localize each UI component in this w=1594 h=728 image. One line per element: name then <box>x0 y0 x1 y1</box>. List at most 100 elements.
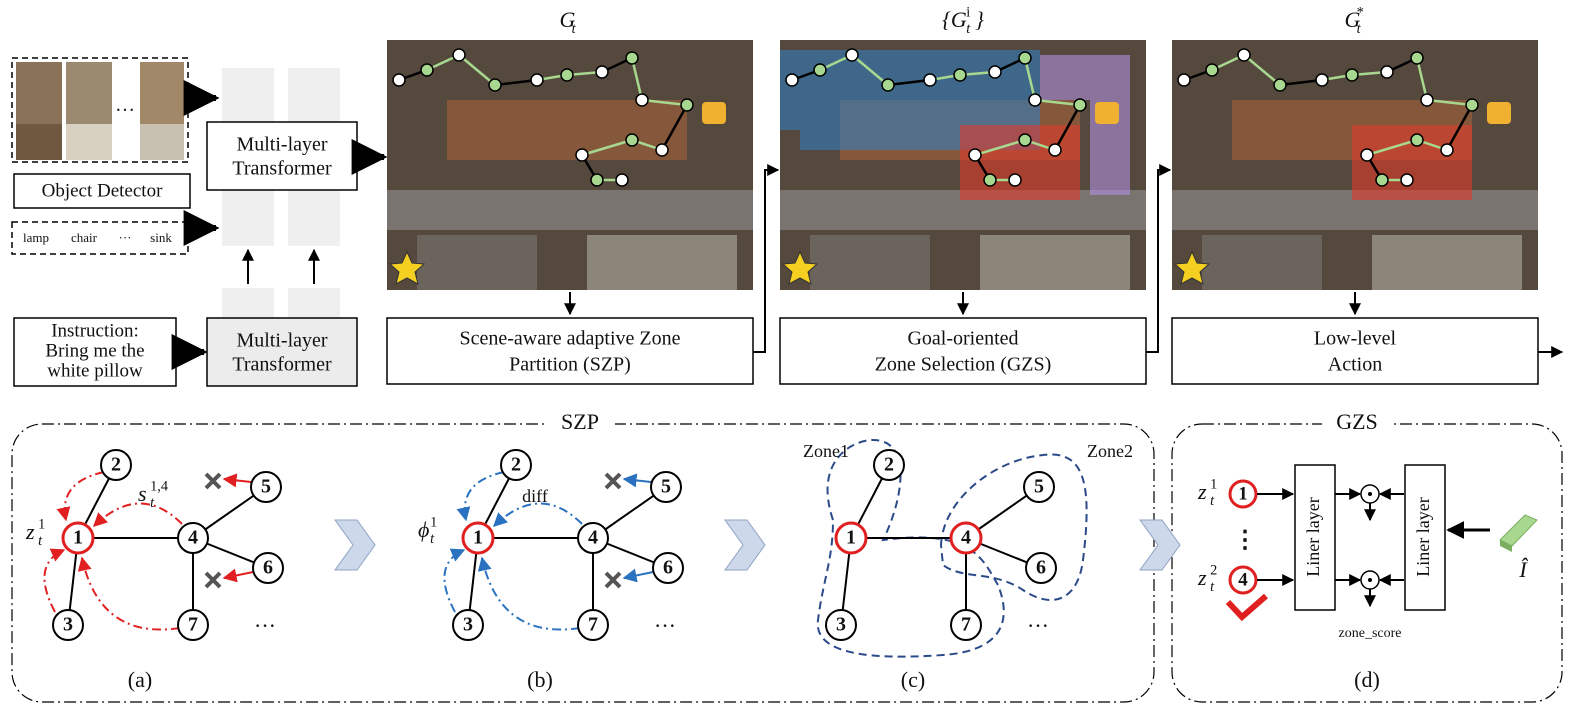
dot-product-dot <box>1368 578 1372 582</box>
node-label: 7 <box>188 614 198 636</box>
math-sup: i <box>966 4 970 20</box>
map-node <box>785 73 799 87</box>
map-node <box>1440 143 1454 157</box>
math-base: z <box>1197 479 1207 504</box>
map-node <box>988 65 1002 79</box>
node-label: 4 <box>1238 569 1248 590</box>
cross-mark <box>204 571 222 589</box>
text-line: Zone Selection (GZS) <box>875 354 1052 376</box>
node-label: 1 <box>846 527 856 549</box>
graph-node <box>452 609 484 641</box>
map-edge <box>641 98 688 107</box>
map-node <box>953 68 967 82</box>
label: Î <box>1518 557 1528 582</box>
map-room <box>1372 235 1522 290</box>
map-node <box>1008 173 1022 187</box>
label: (c) <box>901 667 925 692</box>
node-label: 5 <box>661 476 671 498</box>
map-room <box>810 235 930 290</box>
node-label: 3 <box>463 614 473 636</box>
detector-box <box>13 173 191 209</box>
star <box>1173 250 1211 285</box>
math-sup: 1 <box>430 514 437 530</box>
map-room <box>587 235 737 290</box>
text-line: white pillow <box>47 360 143 381</box>
map-node <box>575 148 589 162</box>
label: (d) <box>1354 667 1380 692</box>
objects-box <box>11 221 189 255</box>
feature-bar <box>1499 514 1538 547</box>
math-close: } <box>975 7 984 32</box>
map-room <box>1202 235 1322 290</box>
map-room <box>980 235 1130 290</box>
map-edge <box>630 57 644 101</box>
map-node <box>1205 63 1219 77</box>
map-node <box>1177 73 1191 87</box>
linear-layer <box>1294 464 1336 611</box>
map-node <box>1345 68 1359 82</box>
map-edge <box>1023 57 1037 101</box>
map-node <box>590 173 604 187</box>
map-node <box>1048 143 1062 157</box>
photo-floor <box>16 124 62 160</box>
layer-label: Liner layer <box>1303 497 1323 576</box>
node-label: 7 <box>961 614 971 636</box>
math-base: ϕ <box>418 517 429 542</box>
map-node <box>625 51 639 65</box>
chevron <box>1139 519 1181 571</box>
graph-node <box>825 609 857 641</box>
graph-node <box>461 521 495 555</box>
check-mark <box>1225 593 1268 622</box>
layer-label: Liner layer <box>1413 497 1433 576</box>
map-node <box>530 73 544 87</box>
module-box <box>779 317 1147 385</box>
math-sup: 1 <box>38 516 45 532</box>
map-edge <box>660 104 689 151</box>
node-label: 2 <box>884 454 894 476</box>
node-label: 5 <box>261 476 271 498</box>
map-edge <box>974 138 1026 157</box>
text-line: Action <box>1328 354 1382 376</box>
relation-arrow <box>492 502 583 527</box>
photo-floor <box>140 124 184 160</box>
map-node <box>968 148 982 162</box>
node-label: 4 <box>188 527 198 549</box>
text-line: Transformer <box>232 354 332 376</box>
text-line: Goal-oriented <box>907 328 1018 350</box>
math-label: diff <box>522 486 548 506</box>
graph-node <box>577 522 609 554</box>
graph-node <box>949 521 983 555</box>
map-node <box>1410 133 1424 147</box>
graph-node <box>250 471 282 503</box>
math-sub: t <box>1210 579 1215 595</box>
map-node <box>1273 78 1287 92</box>
photo-floor <box>66 124 112 160</box>
math-label: Zone1 <box>803 441 849 461</box>
relation-arrow <box>222 568 254 583</box>
graph-node <box>177 522 209 554</box>
math-sub: t <box>1210 493 1215 509</box>
text-line: Low-level <box>1314 328 1397 350</box>
math-base: G <box>560 7 576 32</box>
label: sink <box>150 230 172 245</box>
label: Object Detector <box>42 180 163 201</box>
map-edge <box>851 54 889 86</box>
map-node <box>1380 65 1394 79</box>
node-label: 6 <box>663 557 673 579</box>
text-line: Multi-layer <box>236 330 327 352</box>
label: SZP <box>561 409 599 434</box>
star <box>781 250 819 285</box>
szp-frame <box>11 423 1155 703</box>
map-node <box>392 73 406 87</box>
map-edge <box>458 54 496 86</box>
relation-arrow <box>77 556 181 631</box>
map-node <box>1018 133 1032 147</box>
connector <box>1146 164 1172 353</box>
map-node <box>1237 48 1251 62</box>
map-node <box>845 48 859 62</box>
map-node <box>983 173 997 187</box>
text-line: Partition (SZP) <box>509 354 631 376</box>
map-node <box>1360 148 1374 162</box>
label: zone_score <box>1339 626 1402 641</box>
